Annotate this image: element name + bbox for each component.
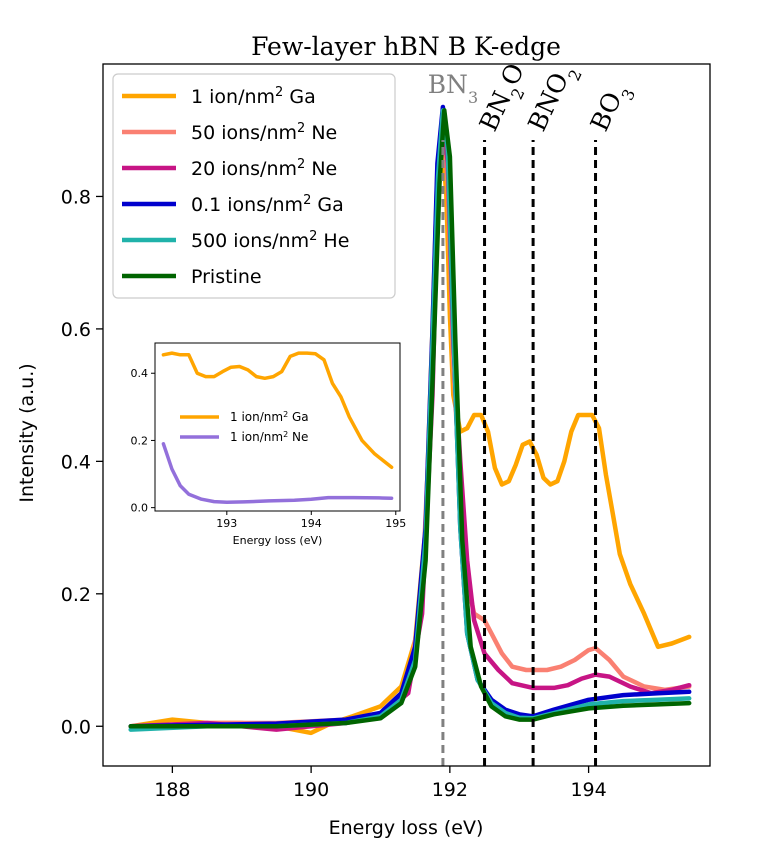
legend-label-text: 0.1 ions/nm xyxy=(191,194,303,216)
legend-label-text: 500 ions/nm xyxy=(191,230,309,252)
legend-label-text: Pristine xyxy=(191,266,262,288)
legend-label-superscript: 2 xyxy=(303,193,311,208)
y-axis-label: Intensity (a.u.) xyxy=(16,363,38,502)
inset-y-tick-label: 0.0 xyxy=(131,502,149,515)
x-axis-label: Energy loss (eV) xyxy=(329,817,484,839)
legend-label-suffix: Ga xyxy=(311,194,343,216)
legend-label: 0.1 ions/nm2 Ga xyxy=(191,193,344,217)
inset-series-line-2 xyxy=(161,442,394,505)
inset-legend-label-suffix: Ne xyxy=(288,430,308,444)
inset-legend-label-text: 1 ion/nm xyxy=(230,410,283,424)
legend-label-superscript: 2 xyxy=(297,157,305,172)
x-tick-label: 188 xyxy=(154,779,190,801)
legend-label-text: 20 ions/nm xyxy=(191,158,297,180)
series-line-1 xyxy=(128,127,692,736)
legend-label: 1 ion/nm2 Ga xyxy=(191,85,316,109)
y-tick-label: 0.6 xyxy=(61,319,91,341)
y-tick-label: 0.8 xyxy=(61,186,91,208)
x-tick-label: 190 xyxy=(293,779,329,801)
reference-label-2: BN2O xyxy=(474,59,537,139)
inset-x-tick-label: 194 xyxy=(301,517,322,530)
legend-label-text: 1 ion/nm xyxy=(191,86,275,108)
legend-box xyxy=(112,73,396,299)
series-line-6 xyxy=(128,108,692,729)
reference-label-main: BNO xyxy=(522,68,574,135)
y-tick-layer: 0.0 0.2 0.4 0.6 0.8 xyxy=(61,186,103,738)
inset-background xyxy=(155,343,400,511)
plot-frame xyxy=(102,63,711,767)
reference-label-4: BO3 xyxy=(585,78,639,138)
reference-label-1: BN3 xyxy=(428,70,478,107)
inset-x-tick-label: 195 xyxy=(385,517,406,530)
inset-legend-label-superscript: 2 xyxy=(283,430,288,439)
inset-legend-label-suffix: Ga xyxy=(288,410,308,424)
x-tick-label: 194 xyxy=(570,779,606,801)
y-tick-label: 0.0 xyxy=(61,716,91,738)
inset-legend-label: 1 ion/nm2 Ne xyxy=(230,430,308,445)
series-layer xyxy=(128,104,692,736)
legend-label-suffix: Ne xyxy=(305,122,337,144)
x-tick-label: 192 xyxy=(432,779,468,801)
legend-label-suffix: Ga xyxy=(283,86,315,108)
inset-frame xyxy=(154,342,401,512)
legend-label-text: 50 ions/nm xyxy=(191,122,297,144)
y-tick-label: 0.2 xyxy=(61,584,91,606)
reference-label-main: BN xyxy=(428,70,468,99)
reference-label-3: BNO2 xyxy=(522,59,585,139)
inset-x-axis-label: Energy loss (eV) xyxy=(233,534,323,547)
chart-title: Few-layer hBN B K-edge xyxy=(251,32,561,61)
legend-label-superscript: 2 xyxy=(309,229,317,244)
inset-plot: 193 194 195 0.0 0.2 0.4 Energy loss (eV) 1 ion/… xyxy=(131,342,406,547)
legend-label: Pristine xyxy=(191,266,262,288)
x-tick-layer: 188 190 192 194 xyxy=(154,766,607,801)
inset-y-tick-label: 0.2 xyxy=(131,434,149,447)
legend-label-superscript: 2 xyxy=(297,121,305,136)
legend-label-suffix: He xyxy=(317,230,349,252)
inset-legend-label-text: 1 ion/nm xyxy=(230,430,283,444)
inset-series-line-1 xyxy=(161,351,394,470)
legend-label: 500 ions/nm2 He xyxy=(191,229,349,253)
inset-legend-label: 1 ion/nm2 Ga xyxy=(230,410,309,425)
legend-label: 20 ions/nm2 Ne xyxy=(191,157,337,181)
y-tick-label: 0.4 xyxy=(61,451,91,473)
legend-label: 50 ions/nm2 Ne xyxy=(191,121,337,145)
legend-label-suffix: Ne xyxy=(305,158,337,180)
inset-legend-label-superscript: 2 xyxy=(283,410,288,419)
reference-label-subscript: 3 xyxy=(468,88,478,107)
inset-y-tick-label: 0.4 xyxy=(131,367,149,380)
inset-x-tick-label: 193 xyxy=(216,517,237,530)
legend-label-superscript: 2 xyxy=(275,85,283,100)
